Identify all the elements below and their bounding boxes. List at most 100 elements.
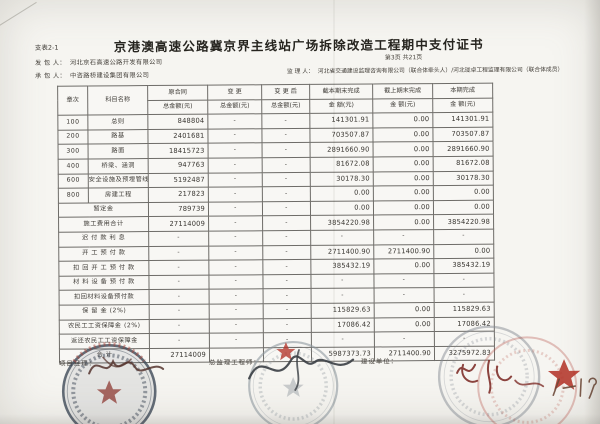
value-cell: -: [261, 128, 311, 144]
employer-value: 河北京石高速公路开发有限公司: [69, 58, 163, 67]
value-cell: 81672.08: [310, 156, 374, 172]
contractor-round-seal-icon: [61, 342, 157, 424]
value-cell: 0.00: [433, 199, 494, 215]
value-cell: 2891660.90: [310, 142, 374, 158]
subject-cell: 安全设施及预埋管线: [88, 173, 149, 189]
value-cell: -: [434, 287, 495, 303]
scan-fold-line: [333, 0, 335, 424]
value-cell: 2711400.90: [310, 244, 374, 260]
client-round-seal-icon: [437, 325, 581, 424]
subject-cell: 300: [58, 144, 89, 160]
subject-cell: 路面: [88, 143, 149, 159]
value-cell: -: [373, 229, 434, 245]
employer-label: 发 包 人：: [34, 59, 66, 67]
value-cell: -: [262, 171, 311, 187]
value-cell: -: [262, 142, 311, 158]
value-cell: -: [208, 157, 263, 173]
value-cell: -: [208, 245, 263, 261]
subject-cell: 农民工工资保障金 (2%): [59, 319, 150, 335]
value-cell: 0.00: [372, 112, 433, 128]
subject-cell: 保 留 金 (2%): [59, 304, 150, 320]
value-cell: 703507.87: [432, 126, 494, 142]
subheader-amount: 金 额(元): [309, 98, 373, 114]
value-cell: -: [209, 289, 264, 305]
value-cell: 0.00: [310, 200, 374, 216]
scan-shadow-right: [584, 0, 600, 424]
subject-cell: 桥梁、涵洞: [88, 158, 149, 174]
value-cell: 5192487: [148, 172, 209, 188]
contractor-label: 承 包 人：: [35, 72, 67, 80]
value-cell: 0.00: [373, 156, 434, 172]
page-number: 第3页 共21页: [384, 54, 423, 62]
value-cell: -: [374, 287, 435, 303]
value-cell: -: [433, 229, 494, 245]
value-cell: -: [262, 244, 311, 260]
value-cell: 0.00: [374, 302, 435, 318]
value-cell: 141301.91: [432, 112, 493, 128]
value-cell: -: [207, 128, 263, 144]
value-cell: -: [263, 303, 312, 319]
col-header-subject: 科目名称: [87, 85, 148, 116]
chief-supervisor-signature: [248, 349, 355, 391]
subject-cell: 材 料 设 备 预 付 款: [58, 275, 150, 291]
value-cell: -: [208, 186, 263, 202]
value-cell: 18415723: [148, 143, 209, 159]
value-cell: 115829.63: [311, 302, 375, 318]
value-cell: -: [208, 172, 263, 188]
col-header-after-change: 变 更 后: [261, 84, 310, 100]
value-cell: 0.00: [373, 214, 434, 230]
value-cell: -: [433, 272, 495, 288]
value-cell: 947763: [148, 158, 209, 174]
subject-cell: 扣回材料设备预付款: [59, 289, 150, 306]
subject-cell: 房建工程: [88, 187, 149, 203]
supervisor-value: 河北省交通建设监理咨询有限公司（联合体牵头人）/河北珑卓工程监理有限公司（联合体…: [317, 67, 564, 75]
subject-cell: 200: [57, 129, 89, 145]
value-cell: -: [262, 215, 311, 231]
value-cell: 703507.87: [309, 127, 374, 143]
value-cell: -: [262, 157, 311, 173]
supervisor-round-seal-icon: [248, 340, 339, 424]
value-cell: 30178.30: [310, 171, 374, 187]
red-star-icon: [547, 359, 581, 390]
value-cell: 141301.91: [309, 113, 373, 129]
value-cell: 115829.63: [434, 302, 495, 318]
value-cell: 30178.30: [433, 170, 494, 186]
value-cell: -: [262, 259, 311, 275]
value-cell: -: [373, 273, 435, 289]
subject-cell: 施工费用合计: [58, 216, 149, 233]
value-cell: 385432.19: [310, 259, 374, 275]
subheader-amount-total: 总金额(元): [207, 99, 262, 115]
subject-cell: 800: [58, 188, 89, 203]
col-header-orig-contract: 原合同: [147, 85, 208, 101]
value-cell: -: [208, 259, 263, 275]
scan-shadow-bottom: [0, 414, 600, 424]
value-cell: -: [148, 231, 209, 247]
star-icon: [276, 342, 296, 361]
value-cell: -: [209, 318, 264, 334]
subject-cell: 开 工 预 付 款: [58, 246, 149, 262]
value-cell: -: [263, 288, 312, 304]
contractor-value: 中咨路桥建设集团有限公司: [70, 72, 150, 80]
subject-cell: 扣 回 开 工 预 付 款: [58, 260, 149, 276]
value-cell: -: [262, 186, 311, 202]
value-cell: 3854220.98: [310, 215, 374, 231]
value-cell: -: [262, 201, 311, 217]
col-header-cum-last: 截上期末完成: [372, 83, 433, 99]
value-cell: -: [148, 274, 210, 290]
value-cell: 217823: [148, 187, 209, 203]
value-cell: 0.00: [373, 185, 434, 201]
subheader-amount: 金 额(元): [372, 98, 433, 114]
subject-cell: 暂定金: [58, 202, 149, 218]
value-cell: -: [262, 274, 312, 290]
contractor-line: 承 包 人： 中咨路桥建设集团有限公司: [35, 70, 149, 80]
value-cell: -: [148, 245, 209, 261]
subheader-amount-total: 总金额(元): [147, 99, 208, 115]
col-header-this-period: 本期完成: [432, 83, 493, 99]
value-cell: 385432.19: [433, 258, 494, 274]
subject-cell: 总则: [87, 114, 148, 130]
value-cell: -: [207, 113, 262, 129]
subject-cell: 路基: [87, 129, 149, 145]
value-cell: 0.00: [373, 200, 434, 216]
